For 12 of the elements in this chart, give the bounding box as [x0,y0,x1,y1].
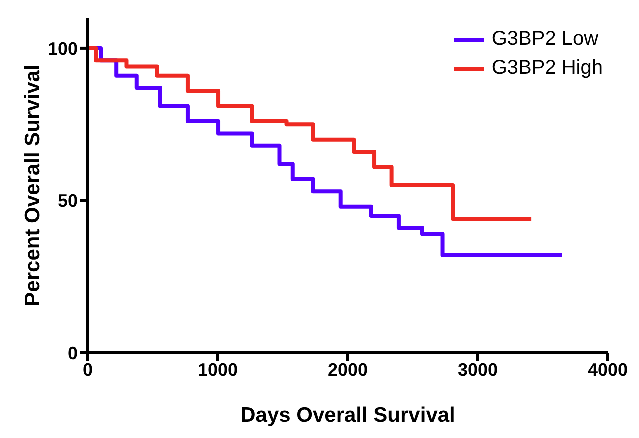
x-tick-label: 0 [82,360,94,380]
y-tick-label: 100 [48,38,78,59]
x-tick-label: 1000 [198,360,238,380]
legend-label: G3BP2 High [492,57,603,80]
x-tick-label: 4000 [588,360,628,380]
x-tick-label: 3000 [458,360,498,380]
legend-label: G3BP2 Low [492,28,599,51]
y-tick-label: 0 [68,343,78,364]
y-tick-label: 50 [58,191,78,212]
y-axis-title: Percent Overall Survival [21,64,44,306]
x-tick-label: 2000 [328,360,368,380]
x-axis-title: Days Overall Survival [240,404,456,427]
